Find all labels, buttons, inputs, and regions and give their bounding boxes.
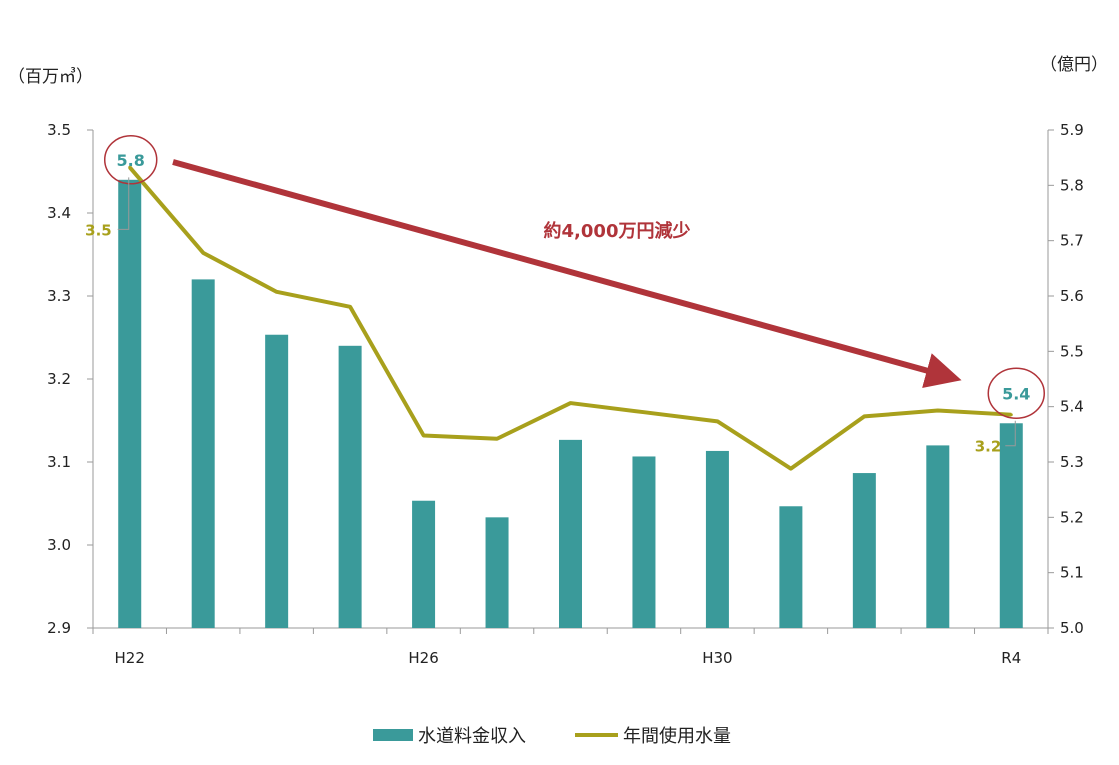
bar [485, 517, 509, 628]
left-tick-label: 3.4 [47, 204, 71, 222]
line-label-last: 3.2 [975, 438, 1002, 456]
left-tick-label: 3.1 [47, 453, 71, 471]
data-labels: 5.8 5.4 3.5 3.2 [85, 135, 1046, 456]
highlight-circle-first [103, 135, 158, 185]
line-point [422, 433, 426, 437]
line-point [201, 251, 205, 255]
left-tick-label: 3.5 [47, 121, 71, 139]
line-point [495, 437, 499, 441]
right-tick-label: 5.8 [1060, 176, 1084, 194]
line-point [128, 165, 132, 169]
line-point [715, 419, 719, 423]
trend-arrow: 約4,000万円減少 [172, 159, 962, 388]
bar [338, 345, 362, 628]
line-point [275, 290, 279, 294]
trend-arrow-line [172, 159, 962, 388]
bar [926, 445, 950, 628]
bar [852, 473, 876, 628]
annotation-text: 約4,000万円減少 [544, 220, 691, 242]
line-label-first: 3.5 [85, 221, 112, 239]
line-point [862, 414, 866, 418]
bar-series [118, 179, 1023, 629]
line-series [128, 165, 1013, 471]
right-tick-label: 5.2 [1060, 508, 1084, 526]
right-tick-label: 5.1 [1060, 564, 1084, 582]
legend-label-line: 年間使用水量 [623, 726, 731, 747]
line-point [642, 410, 646, 414]
x-tick-label: H26 [408, 649, 438, 667]
bar [118, 179, 142, 629]
bar [412, 500, 436, 628]
line-point [569, 401, 572, 405]
right-tick-label: 5.3 [1060, 453, 1084, 471]
line-point [348, 305, 352, 309]
right-tick-label: 5.6 [1060, 287, 1084, 305]
legend: 水道料金収入 年間使用水量 [373, 726, 731, 747]
x-tick-label: R4 [1001, 649, 1021, 667]
left-tick-label: 3.2 [47, 370, 71, 388]
axes: 2.9 3.0 3.1 3.2 3.3 3.4 3.5 5.0 5.1 5.2 5.3 5.4 5.5 5… [47, 121, 1084, 667]
right-tick-label: 5.9 [1060, 121, 1084, 139]
left-tick-label: 3.3 [47, 287, 71, 305]
line-point [936, 409, 940, 413]
left-tick-label: 3.0 [47, 536, 71, 554]
bar [705, 450, 729, 628]
x-tick-label: H30 [702, 649, 732, 667]
right-axis-unit: （億円） [1040, 55, 1108, 75]
right-tick-label: 5.4 [1060, 398, 1084, 416]
bar [779, 506, 803, 628]
leader-line-first [117, 177, 130, 230]
bar-label-last: 5.4 [1002, 384, 1030, 403]
highlight-circle-last [987, 367, 1046, 420]
x-tick-label: H22 [115, 649, 145, 667]
left-tick-label: 2.9 [47, 619, 71, 637]
right-tick-label: 5.7 [1060, 232, 1084, 250]
bar [999, 423, 1023, 628]
right-tick-label: 5.5 [1060, 342, 1084, 360]
leader-line-last [1005, 420, 1016, 447]
bar-label-first: 5.8 [117, 151, 145, 170]
legend-label-bar: 水道料金収入 [418, 726, 526, 747]
left-axis-unit: （百万㎥） [8, 67, 93, 87]
line-point [1009, 413, 1013, 417]
bar [191, 279, 215, 628]
right-tick-label: 5.0 [1060, 619, 1084, 637]
bar [559, 439, 582, 628]
legend-swatch-bar [373, 729, 413, 741]
line-series-path [128, 166, 1012, 471]
line-point [789, 467, 793, 471]
bar [265, 334, 289, 628]
bar [632, 456, 656, 628]
